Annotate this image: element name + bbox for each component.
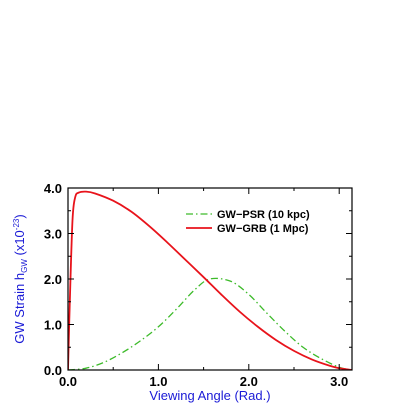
y-tick-label: 1.0	[44, 318, 62, 333]
y-axis-label-unit-close: )	[12, 214, 27, 218]
y-tick-label: 4.0	[44, 181, 62, 196]
y-axis-label-subscript: GW	[20, 259, 29, 273]
series-line-grb	[68, 190, 352, 370]
x-tick-label: 0.0	[59, 374, 77, 389]
y-tick-label: 0.0	[44, 363, 62, 378]
ticks-layer	[67, 187, 352, 371]
x-tick-label: 3.0	[330, 374, 348, 389]
y-tick-label: 3.0	[44, 227, 62, 242]
x-axis-label: Viewing Angle (Rad.)	[149, 388, 270, 403]
x-tick-label: 1.0	[149, 374, 167, 389]
series-line-psr	[68, 277, 352, 370]
y-axis-label-superscript: -23	[12, 218, 21, 230]
legend-label-psr: GW−PSR (10 kpc)	[217, 209, 310, 221]
legend-label-grb: GW−GRB (1 Mpc)	[217, 223, 309, 235]
x-tick-label: 2.0	[240, 374, 258, 389]
y-axis-label-main: GW Strain h	[12, 273, 27, 344]
y-axis-label: GW Strain hGW (x10-23)	[12, 214, 29, 343]
y-tick-label: 2.0	[44, 272, 62, 287]
y-axis-label-unit-open: (x10	[12, 230, 27, 259]
series-layer	[68, 190, 352, 370]
legend: GW−PSR (10 kpc) GW−GRB (1 Mpc)	[186, 209, 310, 235]
tick-labels-layer: 0.0 1.0 2.0 3.0 0.0 1.0 2.0 3.0 4.0	[44, 181, 348, 389]
